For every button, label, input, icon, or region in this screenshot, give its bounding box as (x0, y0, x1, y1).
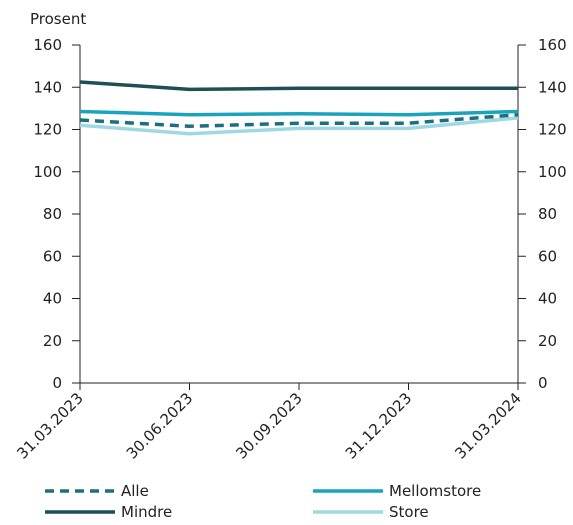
y-tick-label: 160 (33, 36, 62, 54)
y-tick-label: 40 (43, 290, 62, 308)
y-tick-label-right: 120 (538, 121, 567, 139)
y-tick-label-right: 100 (538, 163, 567, 181)
legend-label: Alle (121, 482, 149, 500)
y-tick-label: 0 (52, 374, 62, 392)
y-tick-label: 60 (43, 247, 62, 265)
axes (79, 45, 519, 384)
y-tick-label: 80 (43, 205, 62, 223)
y-tick-label-right: 0 (538, 374, 548, 392)
series-line-mellomstore (79, 109, 519, 117)
legend-label: Store (389, 503, 429, 521)
x-tick-label: 30.06.2023 (123, 389, 196, 462)
y-tick-label-right: 140 (538, 78, 567, 96)
x-tick-label: 31.03.2023 (13, 389, 86, 462)
series-line-store (79, 116, 519, 136)
y-tick-label-right: 80 (538, 205, 557, 223)
y-tick-label-right: 60 (538, 247, 557, 265)
y-tick-label: 140 (33, 78, 62, 96)
legend: Alle Mellomstore Mindre Store (45, 482, 481, 521)
y-ticks-right: 0 20 40 60 80 100 120 140 160 (518, 36, 567, 392)
x-tick-label: 30.09.2023 (232, 389, 305, 462)
x-tick-label: 31.12.2023 (342, 389, 415, 462)
series-lines (79, 80, 519, 136)
series-line-mindre (79, 80, 518, 92)
y-tick-label: 100 (33, 163, 62, 181)
y-tick-label: 120 (33, 121, 62, 139)
x-tick-label: 31.03.2024 (451, 389, 524, 462)
y-tick-label-right: 40 (538, 290, 557, 308)
y-tick-label: 20 (43, 332, 62, 350)
y-tick-label-right: 160 (538, 36, 567, 54)
y-tick-label-right: 20 (538, 332, 557, 350)
y-axis-label: Prosent (30, 10, 86, 28)
x-ticks: 31.03.2023 30.06.2023 30.09.2023 31.12.2023… (13, 383, 525, 463)
series-line-alle (79, 112, 519, 129)
legend-label: Mindre (121, 503, 172, 521)
y-ticks-left: 0 20 40 60 80 100 120 140 160 (33, 36, 80, 392)
legend-label: Mellomstore (389, 482, 481, 500)
